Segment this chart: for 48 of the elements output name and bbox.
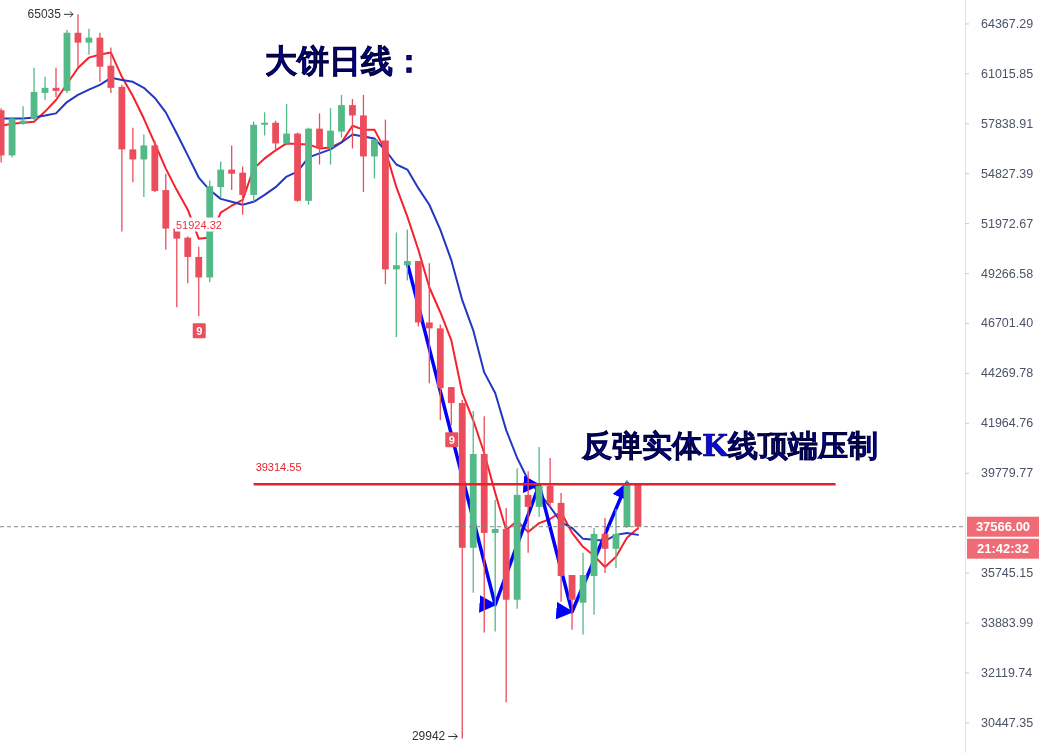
candlestick bbox=[403, 228, 411, 282]
y-tick-label: 57838.91 bbox=[981, 116, 1034, 131]
candlestick bbox=[535, 446, 543, 518]
candlestick bbox=[228, 144, 236, 191]
candlestick bbox=[327, 107, 334, 166]
candlestick bbox=[217, 160, 225, 198]
candlestick bbox=[316, 112, 323, 166]
candlestick bbox=[239, 165, 247, 216]
y-tick-label: 61015.85 bbox=[981, 66, 1034, 81]
y-tick-label: 51972.67 bbox=[981, 216, 1034, 231]
candlestick bbox=[447, 386, 455, 426]
candlestick bbox=[184, 235, 192, 284]
annotation: 反弹实体K线顶端压制 bbox=[581, 428, 879, 463]
candlestick bbox=[371, 138, 378, 180]
candlestick bbox=[491, 499, 499, 633]
annotation: 51924.32 bbox=[176, 218, 222, 231]
y-tick-label: 44269.78 bbox=[981, 366, 1034, 381]
annotation: 65035 bbox=[27, 7, 62, 22]
annotation: 29942 bbox=[411, 729, 446, 744]
y-tick-label: 30447.35 bbox=[981, 715, 1034, 730]
y-tick-label: 41964.76 bbox=[981, 416, 1034, 431]
candlestick bbox=[107, 46, 115, 94]
candlestick bbox=[129, 127, 137, 183]
y-tick-label: 35745.15 bbox=[981, 566, 1034, 581]
candlestick bbox=[283, 103, 290, 146]
annotation: 9 bbox=[448, 433, 455, 446]
text: 大饼日线： bbox=[265, 42, 425, 80]
candlestick bbox=[392, 231, 400, 338]
ref-line-label: 37566.00 bbox=[975, 519, 1031, 535]
candlestick bbox=[140, 133, 148, 198]
y-tick-label: 49266.58 bbox=[981, 266, 1034, 281]
candlestick bbox=[524, 470, 532, 554]
y-tick-label: 54827.39 bbox=[981, 166, 1034, 181]
text: 21:42:32 bbox=[976, 541, 1030, 557]
y-tick-label: 64367.29 bbox=[981, 16, 1034, 31]
candlestick bbox=[74, 13, 82, 68]
candlestick bbox=[425, 262, 433, 384]
annotation: 9 bbox=[196, 324, 203, 337]
y-tick-label: 32119.74 bbox=[981, 665, 1033, 680]
y-tick-label: 33883.99 bbox=[981, 616, 1034, 631]
candlestick bbox=[349, 98, 356, 150]
candlestick bbox=[546, 457, 554, 508]
ref-line-label: 39314.55 bbox=[255, 461, 302, 474]
candlestick bbox=[272, 119, 279, 151]
y-tick-label: 39779.77 bbox=[981, 466, 1034, 481]
candlestick bbox=[261, 111, 269, 137]
candlestick bbox=[195, 246, 203, 317]
y-tick-label: 46701.40 bbox=[981, 316, 1034, 331]
